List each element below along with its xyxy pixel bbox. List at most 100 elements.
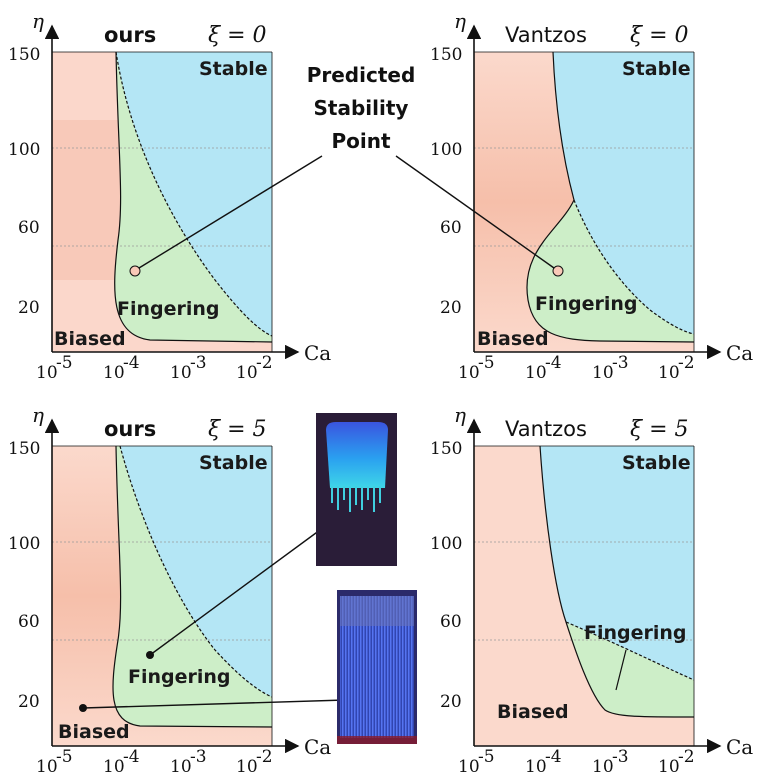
svg-text:-5: -5 [56,747,73,767]
x-tick-1e-4: 10-4 [103,353,140,383]
panel-method-label: ours [104,23,156,47]
x-tick-1e-3: 10-3 [592,747,629,777]
y-axis-title: η [454,9,466,33]
region-label-fingering: Fingering [584,622,687,644]
region-label-stable: Stable [199,58,268,80]
svg-text:-2: -2 [678,353,695,373]
y-tick-100: 100 [8,534,40,554]
y-tick-60: 60 [440,218,462,238]
region-stable-fill [116,52,272,336]
region-label-fingering: Fingering [117,298,220,320]
annotation-line-3: Point [331,129,390,153]
svg-text:-4: -4 [123,747,140,767]
annotation-line-2: Stability [314,96,409,120]
y-tick-150: 150 [8,45,40,65]
x-tick-1e-2: 10-2 [236,353,273,383]
region-fingering-fill [566,622,694,717]
svg-text:10: 10 [592,757,614,777]
x-tick-1e-3: 10-3 [592,353,629,383]
region-stable-fill [553,52,694,334]
biased-simulation-thumbnail [337,590,417,744]
fingering-boundary [119,446,272,698]
svg-text:10: 10 [458,363,480,383]
panel-bottom-left: η Ca ours ξ = 5 150 100 60 20 10-5 10-4 … [8,403,346,777]
svg-text:-2: -2 [256,747,273,767]
y-tick-60: 60 [18,218,40,238]
svg-text:-4: -4 [545,747,562,767]
region-label-fingering: Fingering [128,666,231,688]
region-label-biased: Biased [54,328,126,350]
predicted-point-marker [552,265,564,277]
fingering-boundary [565,621,694,681]
panel-xi-label: ξ = 5 [208,417,267,442]
svg-text:10: 10 [525,757,547,777]
x-axis-title: Ca [726,341,753,365]
svg-text:-3: -3 [190,353,207,373]
svg-text:10: 10 [170,757,192,777]
x-tick-1e-2: 10-2 [658,353,695,383]
y-tick-20: 20 [440,692,462,712]
panel-method-label: Vantzos [505,23,587,47]
svg-text:-5: -5 [478,747,495,767]
svg-text:10: 10 [658,757,680,777]
panel-method-label: Vantzos [505,417,587,441]
svg-text:-3: -3 [612,747,629,767]
x-tick-1e-4: 10-4 [525,747,562,777]
y-tick-20: 20 [18,692,40,712]
region-label-stable: Stable [622,452,691,474]
panel-top-left: η Ca ours ξ = 0 150 100 60 20 10-5 10-4 … [8,9,331,383]
x-tick-1e-2: 10-2 [658,747,695,777]
region-biased-shade [52,120,122,280]
annotation-line-1: Predicted [307,63,416,87]
y-tick-100: 100 [8,140,40,160]
y-tick-60: 60 [18,612,40,632]
svg-text:-3: -3 [190,747,207,767]
x-tick-1e-4: 10-4 [103,747,140,777]
predicted-stability-annotation: Predicted Stability Point [138,63,555,269]
y-tick-150: 150 [430,439,462,459]
region-label-stable: Stable [199,452,268,474]
svg-text:-5: -5 [56,353,73,373]
y-tick-60: 60 [440,612,462,632]
y-tick-20: 20 [18,298,40,318]
x-axis-title: Ca [726,735,753,759]
panel-top-right: η Ca Vantzos ξ = 0 150 100 60 20 10-5 10… [430,9,753,383]
y-tick-150: 150 [8,439,40,459]
panel-xi-label: ξ = 0 [630,23,689,48]
x-tick-1e-3: 10-3 [170,353,207,383]
region-label-stable: Stable [622,58,691,80]
annotation-leader-left [138,155,323,269]
region-stable-fill [120,446,272,697]
y-axis-title: η [32,403,44,427]
fingering-simulation-thumbnail [316,413,397,566]
svg-text:10: 10 [36,363,58,383]
y-tick-100: 100 [430,140,462,160]
x-tick-1e-5: 10-5 [458,747,495,777]
svg-text:-4: -4 [123,353,140,373]
svg-text:10: 10 [103,363,125,383]
annotation-leader-right [395,155,555,269]
x-axis-title: Ca [304,341,331,365]
svg-text:-2: -2 [256,353,273,373]
region-label-biased: Biased [497,701,569,723]
x-tick-1e-2: 10-2 [236,747,273,777]
stability-boundary [114,52,272,343]
y-axis-title: η [32,9,44,33]
svg-text:10: 10 [658,363,680,383]
y-tick-150: 150 [430,45,462,65]
x-tick-1e-5: 10-5 [36,747,73,777]
svg-text:10: 10 [236,757,258,777]
fingering-label-leader [615,649,627,691]
stability-boundary [112,446,272,728]
svg-text:10: 10 [525,363,547,383]
region-label-biased: Biased [477,328,549,350]
region-label-biased: Biased [58,721,130,743]
x-axis-title: Ca [304,735,331,759]
svg-text:10: 10 [236,363,258,383]
svg-text:-5: -5 [478,353,495,373]
panel-xi-label: ξ = 5 [630,417,689,442]
svg-text:-4: -4 [545,353,562,373]
svg-text:10: 10 [458,757,480,777]
stability-boundary [526,52,694,343]
panel-method-label: ours [104,417,156,441]
